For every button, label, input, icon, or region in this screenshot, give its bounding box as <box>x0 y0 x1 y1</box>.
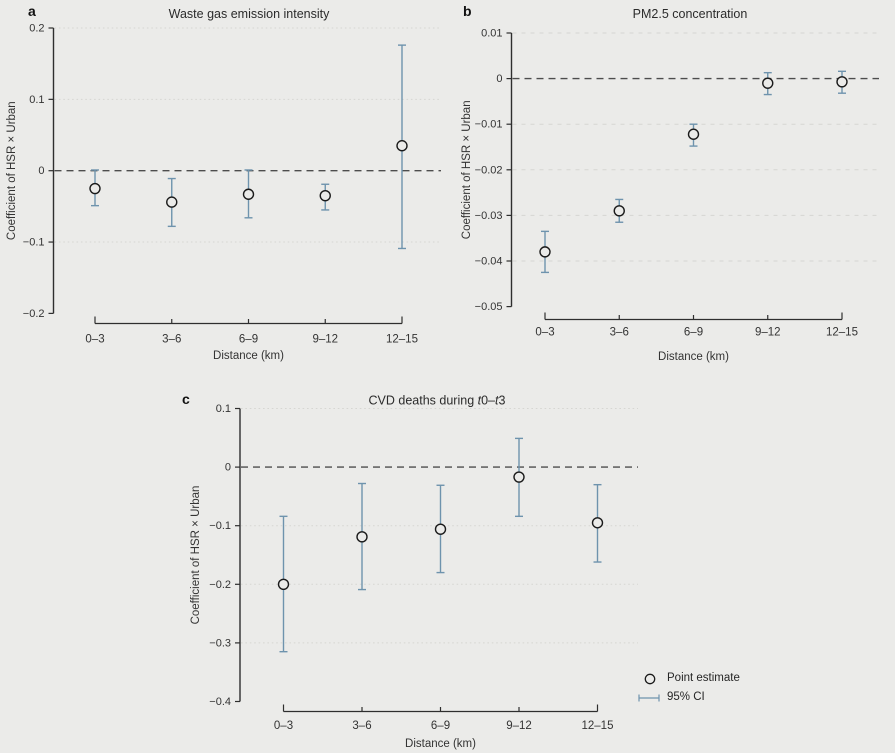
y-axis-title: Coefficient of HSR × Urban <box>6 101 18 240</box>
x-category-label: 3–6 <box>610 327 629 339</box>
panel-label: c <box>182 391 190 407</box>
panel-title: PM2.5 concentration <box>633 7 748 21</box>
x-category-label: 12–15 <box>582 720 614 732</box>
chart-legend: Point estimate 95% CI <box>637 669 740 707</box>
x-category-label: 12–15 <box>386 334 418 346</box>
x-category-label: 6–9 <box>239 334 258 346</box>
point-estimate-marker <box>356 531 368 543</box>
y-tick-label: −0.4 <box>209 696 231 708</box>
legend-ci-label: 95% CI <box>667 691 705 703</box>
x-axis-title: Distance (km) <box>658 351 729 363</box>
point-estimate-marker <box>591 517 604 529</box>
x-category-label: 0–3 <box>85 334 104 346</box>
panel-a: 0.2 0.1 0 −0.1 −0.2 0–3 3–6 6–9 9–12 12–15 a Waste … <box>6 3 441 362</box>
y-tick-label: −0.3 <box>209 637 231 649</box>
y-tick-label: 0.1 <box>216 403 231 415</box>
x-category-label: 3–6 <box>162 334 181 346</box>
panel-c: 0.1 0 −0.1 −0.2 −0.3 −0.4 0–3 3–6 6–9 9–12 12–15 c C… <box>182 391 638 750</box>
point-estimate-marker <box>513 471 525 483</box>
x-category-label: 12–15 <box>826 327 858 339</box>
x-category-label: 9–12 <box>506 720 532 732</box>
y-tick-label: −0.03 <box>475 210 503 222</box>
y-tick-label: 0 <box>38 165 44 177</box>
y-tick-label: −0.01 <box>475 119 503 131</box>
point-estimate-marker <box>166 196 178 208</box>
y-tick-label: 0.01 <box>481 28 502 40</box>
point-estimate-marker <box>277 578 290 590</box>
point-estimate-marker <box>539 246 551 258</box>
panel-b: 0.01 0 −0.01 −0.02 −0.03 −0.04 −0.05 0–3 3–6 6–9 9… <box>461 3 879 363</box>
panel-label: a <box>28 3 36 19</box>
x-category-label: 9–12 <box>312 334 338 346</box>
point-estimate-marker <box>613 205 625 217</box>
point-estimate-marker <box>89 182 101 195</box>
y-tick-label: −0.02 <box>475 164 503 176</box>
y-tick-label: 0.1 <box>29 94 44 106</box>
point-estimate-icon <box>644 673 656 684</box>
y-tick-label: −0.04 <box>475 256 503 268</box>
y-axis-title: Coefficient of HSR × Urban <box>461 100 473 239</box>
x-category-label: 0–3 <box>274 720 293 732</box>
y-tick-label: 0 <box>225 462 231 474</box>
legend-point-estimate-label: Point estimate <box>667 672 740 684</box>
point-estimate-marker <box>762 77 774 89</box>
y-tick-label: −0.05 <box>475 301 503 313</box>
y-tick-label: −0.1 <box>209 520 231 532</box>
legend-item-point-estimate: Point estimate <box>637 669 740 688</box>
y-tick-label: −0.2 <box>23 308 45 320</box>
y-axis-title: Coefficient of HSR × Urban <box>190 486 202 625</box>
x-axis-title: Distance (km) <box>405 738 476 750</box>
y-tick-label: −0.1 <box>23 237 45 249</box>
panel-label: b <box>463 3 472 19</box>
panel-title: CVD deaths during t0–t3 <box>369 394 506 408</box>
y-tick-label: 0.2 <box>29 23 44 35</box>
x-category-label: 6–9 <box>431 720 450 732</box>
x-category-label: 9–12 <box>755 327 781 339</box>
x-category-label: 3–6 <box>352 720 371 732</box>
x-axis-title: Distance (km) <box>213 350 284 362</box>
point-estimate-marker <box>396 140 408 152</box>
ci-whisker-icon <box>638 694 660 701</box>
point-estimate-marker <box>242 188 255 200</box>
point-estimate-marker <box>687 128 700 140</box>
y-tick-label: −0.2 <box>209 579 231 591</box>
point-estimate-marker <box>836 76 848 88</box>
point-estimate-marker <box>434 523 447 535</box>
legend-item-ci: 95% CI <box>637 688 740 707</box>
point-estimate-marker <box>319 189 331 202</box>
y-tick-label: 0 <box>496 73 502 85</box>
x-category-label: 0–3 <box>535 327 554 339</box>
x-category-label: 6–9 <box>684 327 703 339</box>
panel-title: Waste gas emission intensity <box>169 7 330 21</box>
